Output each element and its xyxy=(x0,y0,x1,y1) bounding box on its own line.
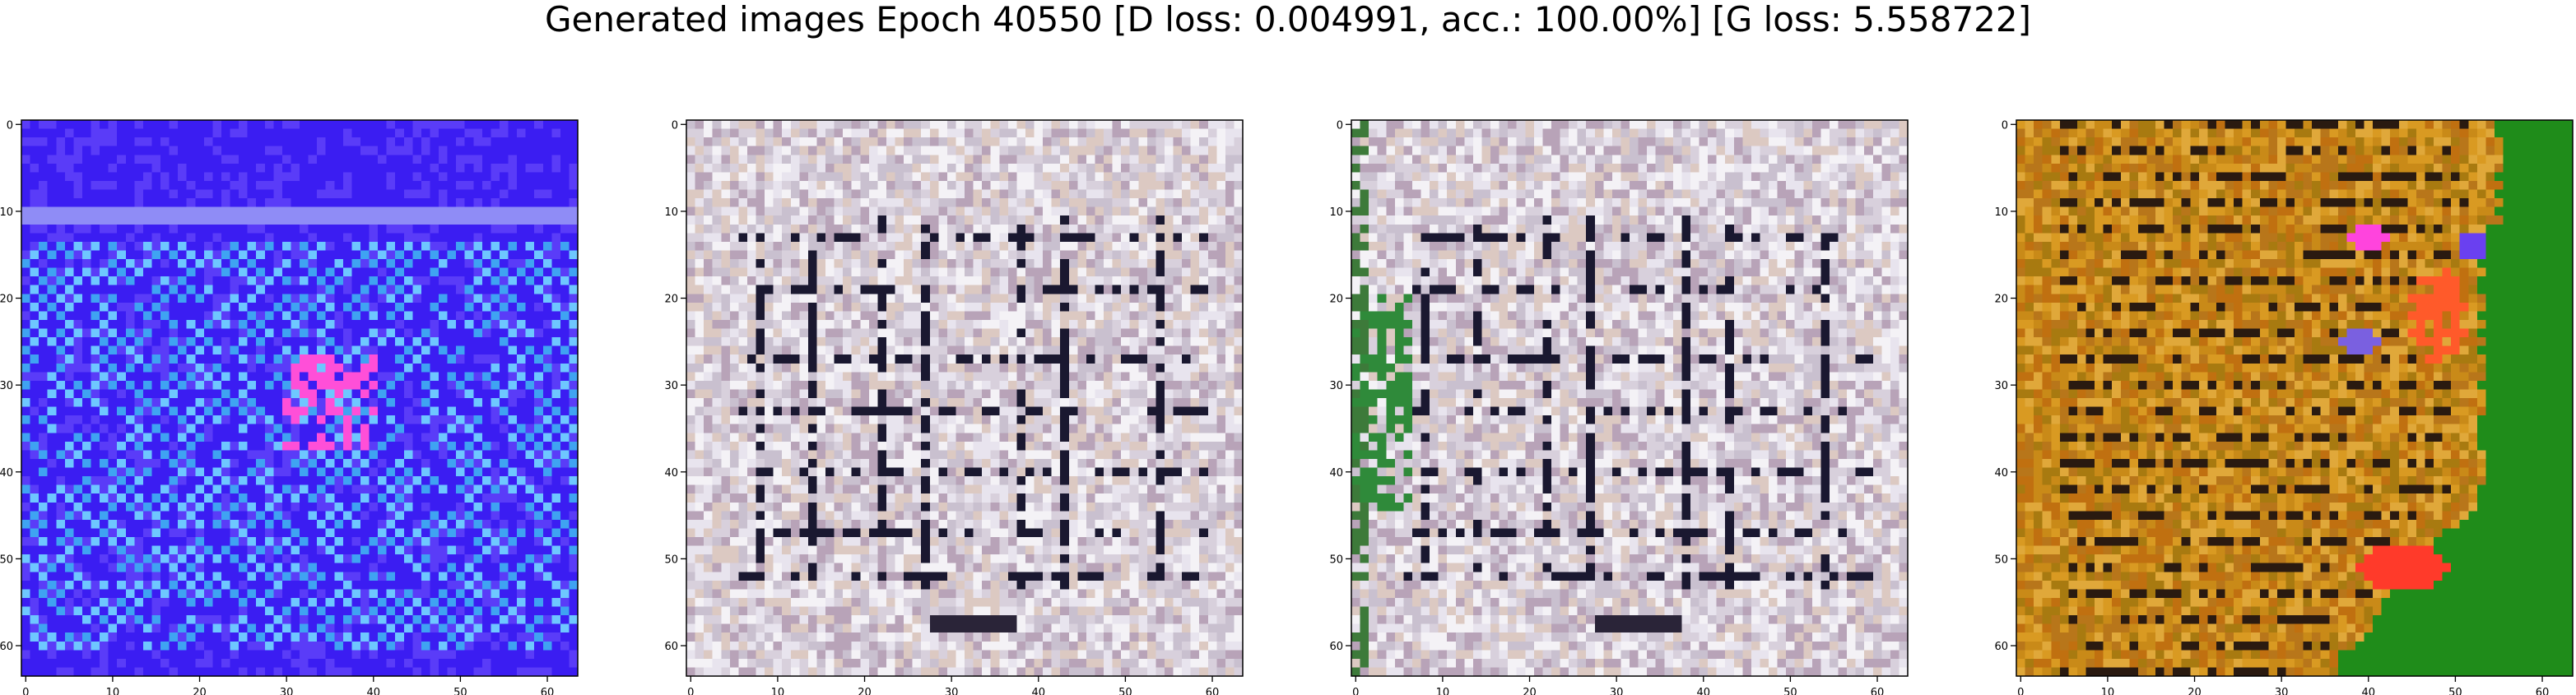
x-tick-label: 10 xyxy=(1436,687,1450,695)
x-tick-label: 0 xyxy=(22,687,29,695)
panel-1: 0 10 20 30 40 50 60 0 10 20 30 40 50 60 xyxy=(0,119,579,695)
x-tick-label: 20 xyxy=(1523,687,1537,695)
y-tick-label: 0 xyxy=(2002,119,2008,132)
y-tick-label: 20 xyxy=(0,294,13,306)
x-tick-label: 50 xyxy=(453,687,467,695)
x-tick-label: 30 xyxy=(2275,687,2289,695)
x-tick-label: 60 xyxy=(541,687,555,695)
axes-frame xyxy=(2016,119,2574,677)
y-tick-label: 10 xyxy=(1994,206,2008,219)
y-tick-label: 60 xyxy=(1994,641,2008,653)
x-tick-label: 0 xyxy=(687,687,694,695)
y-tick-label: 40 xyxy=(1994,467,2008,480)
x-tick-label: 30 xyxy=(280,687,294,695)
x-tick-label: 20 xyxy=(193,687,207,695)
x-tick-label: 50 xyxy=(1118,687,1132,695)
y-tick-label: 30 xyxy=(1329,380,1343,392)
x-tick-label: 10 xyxy=(2101,687,2115,695)
y-tick-label: 10 xyxy=(0,206,13,219)
y-tick-label: 0 xyxy=(1337,119,1343,132)
axes-frame xyxy=(21,119,579,677)
x-tick-label: 40 xyxy=(367,687,381,695)
y-tick-label: 50 xyxy=(664,554,678,566)
x-tick-label: 20 xyxy=(2188,687,2202,695)
x-tick-label: 60 xyxy=(1206,687,1220,695)
x-tick-label: 10 xyxy=(106,687,120,695)
y-tick-label: 20 xyxy=(1329,294,1343,306)
y-tick-label: 60 xyxy=(0,641,13,653)
x-tick-label: 50 xyxy=(2448,687,2462,695)
panel-2: 0 10 20 30 40 50 60 0 10 20 30 40 50 60 xyxy=(664,119,1244,695)
x-tick-label: 40 xyxy=(2362,687,2376,695)
y-tick-label: 40 xyxy=(664,467,678,480)
figure-title: Generated images Epoch 40550 [D loss: 0.… xyxy=(544,0,2032,39)
generated-image-4 xyxy=(2016,120,2574,677)
y-tick-label: 0 xyxy=(672,119,678,132)
y-tick-label: 50 xyxy=(1994,554,2008,566)
y-tick-label: 30 xyxy=(0,380,13,392)
y-tick-label: 20 xyxy=(664,294,678,306)
panel-3: 0 10 20 30 40 50 60 0 10 20 30 40 50 60 xyxy=(1329,119,1909,695)
x-tick-label: 60 xyxy=(2536,687,2550,695)
axes-frame xyxy=(686,119,1244,677)
y-tick-label: 60 xyxy=(1329,641,1343,653)
x-tick-label: 60 xyxy=(1871,687,1885,695)
y-tick-label: 30 xyxy=(1994,380,2008,392)
x-tick-label: 10 xyxy=(771,687,785,695)
x-tick-label: 0 xyxy=(2017,687,2024,695)
y-tick-label: 10 xyxy=(1329,206,1343,219)
y-tick-label: 50 xyxy=(0,554,13,566)
x-tick-label: 50 xyxy=(1783,687,1797,695)
y-tick-label: 0 xyxy=(7,119,13,132)
panel-4: 0 10 20 30 40 50 60 0 10 20 30 40 50 60 xyxy=(1994,119,2574,695)
x-tick-label: 0 xyxy=(1352,687,1359,695)
generated-image-2 xyxy=(686,120,1244,677)
y-tick-label: 30 xyxy=(664,380,678,392)
y-tick-label: 40 xyxy=(1329,467,1343,480)
generated-image-1 xyxy=(21,120,579,677)
generated-image-3 xyxy=(1351,120,1909,677)
x-tick-label: 30 xyxy=(945,687,959,695)
axes-frame xyxy=(1351,119,1909,677)
y-tick-label: 60 xyxy=(664,641,678,653)
x-tick-label: 40 xyxy=(1697,687,1711,695)
x-tick-label: 40 xyxy=(1032,687,1046,695)
x-tick-label: 20 xyxy=(858,687,872,695)
y-tick-label: 40 xyxy=(0,467,13,480)
y-tick-label: 10 xyxy=(664,206,678,219)
y-tick-label: 20 xyxy=(1994,294,2008,306)
y-tick-label: 50 xyxy=(1329,554,1343,566)
x-tick-label: 30 xyxy=(1610,687,1624,695)
